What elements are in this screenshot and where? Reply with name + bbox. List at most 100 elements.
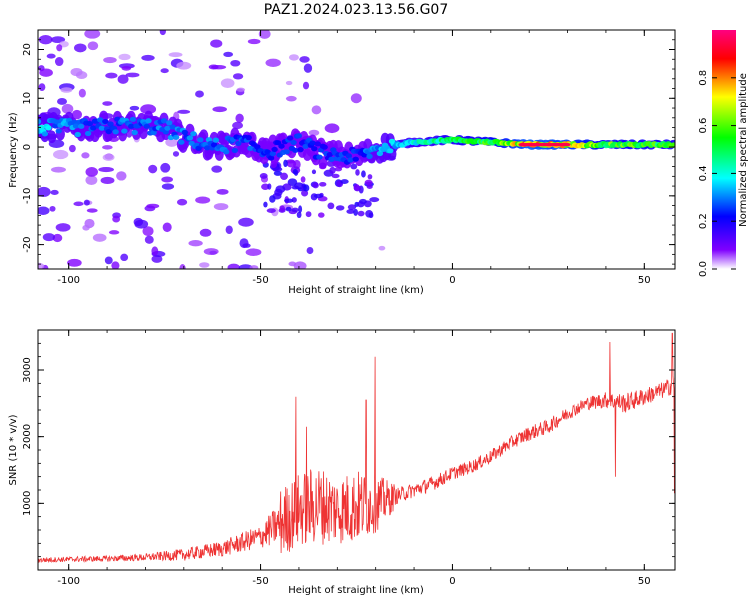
noise-blob [223, 51, 234, 58]
noise-blob [162, 222, 172, 233]
snr-ylabel: SNR (10 * v/v) [8, 414, 19, 485]
noise-blob [269, 195, 276, 203]
noise-blob [319, 181, 327, 187]
ridge-core [131, 129, 138, 136]
ridge-core [352, 156, 359, 162]
noise-blob [347, 204, 357, 211]
noise-blob [303, 184, 310, 192]
ridge-core [314, 141, 321, 147]
noise-blob [317, 212, 325, 218]
colorbar-label: Normalized spectral amplitude [738, 73, 749, 227]
noise-blob [284, 198, 294, 203]
ridge-core [186, 135, 194, 141]
noise-blob [311, 105, 322, 115]
noise-blob [308, 129, 320, 136]
noise-blob [366, 184, 373, 189]
noise-blob [220, 78, 235, 88]
noise-blob [331, 173, 340, 179]
ridge-core [316, 154, 323, 160]
x-tick-label: 0 [449, 275, 455, 286]
noise-blob [357, 210, 365, 217]
noise-blob [288, 261, 297, 267]
noise-blob [116, 171, 127, 181]
x-tick-label: -50 [252, 275, 268, 286]
noise-blob [151, 246, 159, 256]
noise-blob [55, 223, 71, 232]
noise-blob [57, 98, 67, 105]
noise-blob [367, 174, 373, 180]
ridge-core [302, 143, 309, 149]
noise-blob [266, 208, 276, 213]
noise-blob [291, 207, 299, 213]
noise-blob [81, 152, 90, 159]
noise-blob [46, 53, 56, 59]
noise-blob [230, 59, 241, 67]
noise-blob [102, 101, 113, 106]
noise-blob [273, 170, 282, 176]
ridge-core [269, 151, 277, 157]
noise-blob [120, 253, 129, 262]
noise-blob [238, 217, 254, 227]
noise-blob [98, 167, 114, 173]
ridge-core [290, 139, 297, 146]
ridge-core [169, 124, 176, 130]
noise-blob [203, 248, 219, 255]
spectrogram-ylabel: Frequency (Hz) [8, 112, 19, 188]
ridge-core [105, 128, 112, 135]
x-tick-label: 0 [449, 576, 455, 587]
ridge-core [145, 118, 152, 124]
x-tick-label: -100 [57, 275, 80, 286]
noise-blob [357, 201, 365, 208]
noise-blob [195, 196, 211, 204]
ridge-core [311, 146, 318, 152]
ridge-core [212, 137, 220, 143]
snr-panel: -100 -50 0 50 1000 2000 3000 Height of straigh… [8, 329, 676, 596]
noise-blob [105, 72, 118, 79]
ridge-core [345, 153, 353, 159]
noise-blob [350, 163, 358, 170]
noise-blob [118, 53, 131, 61]
noise-blob [161, 183, 175, 190]
ridge-core [278, 143, 285, 149]
noise-blob [159, 30, 166, 36]
noise-blob [312, 182, 319, 189]
ridge-core [328, 156, 335, 162]
noise-blob [210, 39, 223, 48]
x-tick-label: 50 [638, 576, 651, 587]
noise-blob [368, 212, 374, 219]
noise-blob [353, 183, 360, 191]
y-tick-label: 3000 [22, 357, 33, 382]
noise-blob [306, 246, 314, 255]
noise-blob [111, 261, 120, 269]
ridge-core [98, 125, 106, 131]
noise-blob [236, 87, 246, 92]
noise-blob [140, 104, 157, 115]
y-tick-label: -20 [22, 236, 33, 252]
noise-blob [82, 224, 90, 231]
noise-blob [71, 109, 82, 120]
x-tick-label: -50 [252, 576, 268, 587]
noise-blob [286, 160, 297, 168]
colorbar-tick-label: 0.6 [698, 118, 709, 134]
noise-blob [216, 188, 229, 195]
ridge-core [77, 123, 85, 129]
spectrogram-frame [37, 29, 676, 270]
noise-blob [188, 240, 203, 247]
snr-xlabel: Height of straight line (km) [288, 585, 424, 596]
noise-blob [61, 103, 74, 114]
ridge-core [271, 146, 278, 152]
ridge-core [112, 129, 119, 135]
noise-blob [102, 153, 115, 161]
ridge-core [197, 137, 204, 143]
noise-blob [245, 248, 262, 256]
noise-blob [235, 113, 244, 123]
noise-blob [176, 61, 192, 70]
noise-blob [176, 198, 188, 206]
noise-blob [86, 208, 98, 213]
noise-blob [85, 175, 98, 186]
y-tick-label: 20 [22, 43, 33, 56]
noise-blob [102, 145, 113, 150]
spectrogram-image [38, 30, 675, 269]
noise-blob [70, 67, 83, 77]
noise-blob [117, 74, 129, 84]
